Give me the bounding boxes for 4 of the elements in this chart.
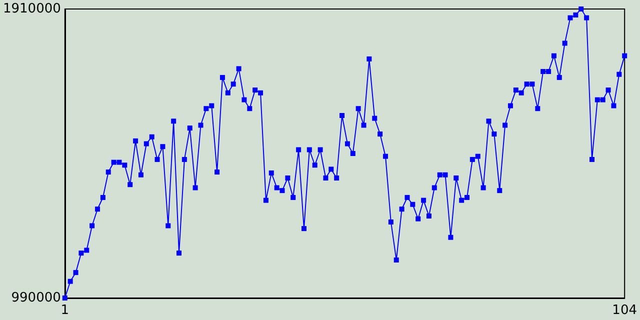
y-tick-label: 1910000 xyxy=(2,2,61,16)
y-tick-label: 990000 xyxy=(11,290,61,306)
x-tick-label: 104 xyxy=(612,303,638,318)
x-tick-label: 1 xyxy=(60,303,70,318)
